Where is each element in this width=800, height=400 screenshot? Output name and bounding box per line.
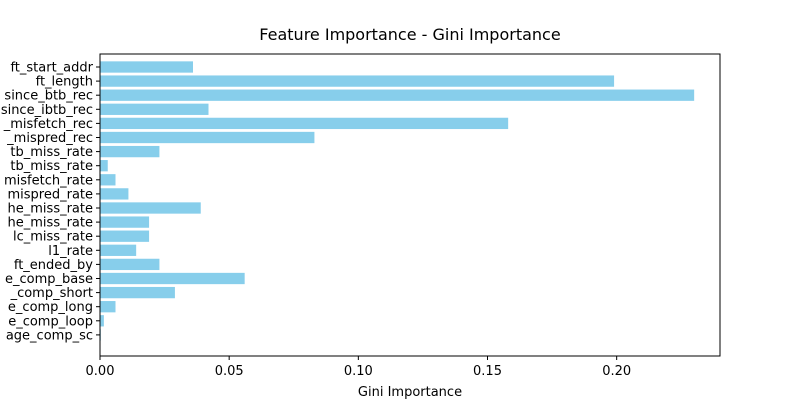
x-tick-label: 0.05: [215, 364, 244, 379]
y-tick-label: he_miss_rate: [8, 216, 93, 231]
x-ticks-group: 0.00 0.05 0.10 0.15 0.20: [86, 356, 631, 379]
bar: [100, 117, 509, 130]
bar: [100, 230, 150, 242]
y-tick-label: l1_rate: [48, 244, 93, 259]
bar: [100, 202, 201, 214]
bar: [100, 244, 137, 256]
y-tick-label: he_miss_rate: [8, 202, 93, 217]
y-tick-label: e_comp_base: [5, 272, 93, 287]
bar: [100, 89, 695, 101]
bar: [100, 216, 150, 228]
y-tick-label: ft_length: [36, 75, 93, 90]
y-tick-label: lc_miss_rate: [13, 230, 93, 245]
x-axis-label: Gini Importance: [358, 385, 462, 400]
y-tick-label: _misfetch_rec: [3, 117, 93, 132]
y-tick-label: misfetch_rate: [4, 173, 93, 188]
y-tick-label: since_btb_rec: [4, 89, 93, 104]
bar: [100, 258, 160, 271]
y-tick-label: mispred_rate: [7, 187, 93, 202]
x-tick-label: 0.20: [602, 364, 631, 379]
bar: [100, 286, 175, 299]
y-tick-label: ft_ended_by: [14, 258, 93, 273]
y-tick-label: tb_miss_rate: [10, 159, 93, 174]
bar: [100, 272, 245, 285]
y-tick-label: ft_start_addr: [10, 61, 93, 76]
y-ticks-group: ft_start_addrft_lengthsince_btb_recsince…: [1, 61, 100, 343]
bar: [100, 315, 104, 327]
y-tick-label: e_comp_loop: [8, 314, 93, 329]
bar: [100, 160, 108, 172]
bar: [100, 131, 315, 144]
x-tick-label: 0.15: [473, 364, 502, 379]
chart-title: Feature Importance - Gini Importance: [259, 25, 560, 44]
x-tick-label: 0.10: [344, 364, 373, 379]
bar: [100, 61, 193, 73]
bar: [100, 75, 615, 87]
bar: [100, 188, 129, 200]
bar: [100, 174, 116, 186]
bar: [100, 103, 209, 115]
y-tick-label: tb_miss_rate: [10, 145, 93, 160]
x-tick-label: 0.00: [86, 364, 115, 379]
bar: [100, 145, 160, 158]
plot-frame: [99, 53, 721, 357]
y-tick-label: since_ibtb_rec: [1, 103, 93, 118]
y-tick-label: age_comp_sc: [6, 328, 93, 343]
y-tick-label: _comp_short: [10, 286, 93, 301]
y-tick-label: _mispred_rec: [6, 131, 93, 146]
y-tick-label: e_comp_long: [8, 300, 93, 315]
bars-group: [100, 61, 695, 341]
bar: [100, 301, 116, 313]
